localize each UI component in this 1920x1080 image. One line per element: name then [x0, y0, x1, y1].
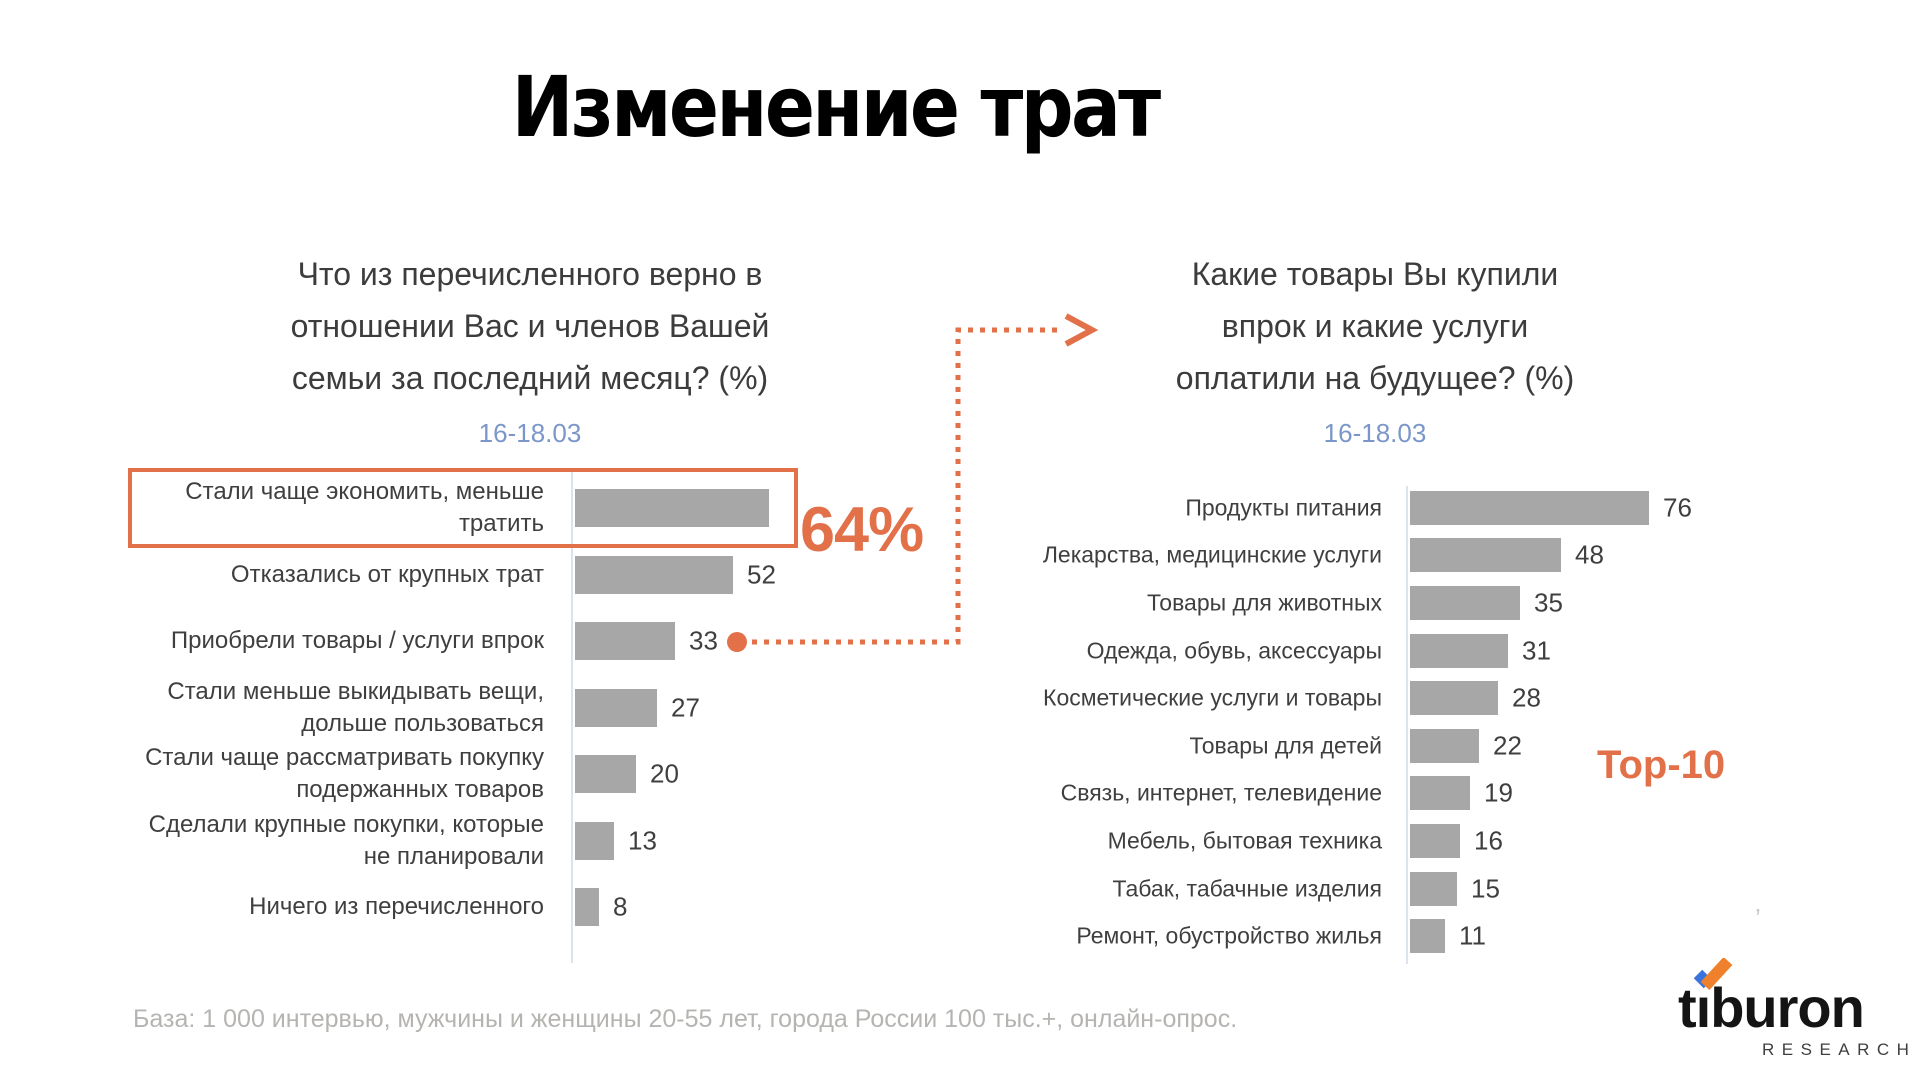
- bar-value: 11: [1459, 920, 1486, 951]
- bar-value: 13: [628, 825, 657, 856]
- bar-row: Товары для животных 35: [860, 579, 1720, 627]
- right-chart-date: 16-18.03: [1323, 418, 1427, 448]
- bar-label: Ничего из перечисленного: [249, 893, 544, 921]
- bar-value: 33: [689, 625, 718, 656]
- bar: [575, 489, 769, 528]
- top10-label: Top-10: [1597, 743, 1726, 787]
- bar-label: Сделали крупные покупки, которые не план…: [148, 810, 544, 870]
- bar-row: Лекарства, медицинские услуги 48: [860, 532, 1720, 580]
- highlight-box: [128, 468, 798, 548]
- bar-row: Одежда, обувь, аксессуары 31: [860, 627, 1720, 675]
- left-chart-header: Что из перечисленного верно в отношении …: [250, 248, 810, 449]
- base-footnote: База: 1 000 интервью, мужчины и женщины …: [133, 1005, 1238, 1033]
- bar-label: Товары для животных: [1147, 589, 1382, 616]
- bar-value: 48: [1575, 539, 1604, 570]
- bar-value: 28: [1512, 682, 1541, 713]
- bar-value: 20: [650, 758, 679, 789]
- bar-row: Отказались от крупных трат 52: [130, 542, 870, 609]
- bar: [575, 821, 614, 860]
- bar-row: Табак, табачные изделия 15: [860, 865, 1720, 913]
- bar-value: 15: [1471, 873, 1500, 904]
- bar-label: Табак, табачные изделия: [1112, 875, 1382, 902]
- bar: [1410, 681, 1498, 716]
- bar-value: 22: [1493, 730, 1522, 761]
- bar-label: Связь, интернет, телевидение: [1060, 779, 1382, 806]
- bar: [1410, 490, 1649, 525]
- bar-row: Стали чаще экономить, меньше тратить: [130, 475, 870, 542]
- bar-label: Мебель, бытовая техника: [1107, 827, 1382, 854]
- bar-value: 35: [1534, 587, 1563, 618]
- bar: [1410, 919, 1445, 954]
- left-chart-date: 16-18.03: [478, 418, 582, 448]
- bar-label: Продукты питания: [1185, 494, 1382, 521]
- bar: [1410, 728, 1479, 763]
- bar-label: Одежда, обувь, аксессуары: [1086, 637, 1382, 664]
- bar-row: Стали чаще рассматривать покупку подержа…: [130, 741, 870, 808]
- bar-row: Косметические услуги и товары 28: [860, 674, 1720, 722]
- bar: [575, 755, 636, 794]
- page-title: Изменение трат: [511, 58, 1161, 156]
- logo-tiburon-research: tı buron RESEARCH: [1678, 958, 1909, 1059]
- bar-row: Товары для детей 22: [860, 722, 1720, 770]
- bar-label: Стали меньше выкидывать вещи, дольше пол…: [167, 677, 544, 737]
- logo-brand-pre: t: [1678, 976, 1697, 1039]
- bar: [1410, 633, 1508, 668]
- bar: [1410, 871, 1457, 906]
- bar: [1410, 585, 1520, 620]
- bar-value: 8: [613, 891, 628, 922]
- logo-subtitle: RESEARCH: [1762, 1040, 1917, 1059]
- bar-value: 16: [1474, 825, 1503, 856]
- bar-label: Стали чаще экономить, меньше тратить: [185, 478, 544, 538]
- bar-value: 52: [747, 559, 776, 590]
- bar-value: 31: [1522, 635, 1551, 666]
- logo-brand-post: buron: [1710, 976, 1865, 1039]
- bar-label: Отказались от крупных трат: [230, 560, 544, 588]
- logo-brand-stem: ı: [1695, 976, 1712, 1039]
- bar-label: Лекарства, медицинские услуги: [1042, 541, 1382, 568]
- bar-value: 19: [1484, 777, 1513, 808]
- bar-row: Стали меньше выкидывать вещи, дольше пол…: [130, 675, 870, 742]
- bar-value: 27: [671, 692, 700, 723]
- bar-row: Связь, интернет, телевидение 19: [860, 770, 1720, 818]
- bar-row: Ремонт, обустройство жилья 11: [860, 912, 1720, 960]
- bar-label: Косметические услуги и товары: [1043, 684, 1382, 711]
- bar-row: Мебель, бытовая техника 16: [860, 817, 1720, 865]
- logo-brand-i: ı: [1693, 958, 1733, 1036]
- bar-label: Ремонт, обустройство жилья: [1076, 922, 1382, 949]
- bar: [575, 888, 599, 927]
- bar: [575, 555, 733, 594]
- stray-mark: ’: [1755, 903, 1761, 933]
- bar: [575, 688, 657, 727]
- right-chart-header: Какие товары Вы купили впрок и какие усл…: [1160, 248, 1590, 449]
- logo-brand-text: tı buron: [1678, 958, 1898, 1036]
- bar-row: Ничего из перечисленного 8: [130, 874, 870, 941]
- bar-row: Приобрели товары / услуги впрок 33: [130, 608, 870, 675]
- bar-label: Товары для детей: [1189, 732, 1382, 759]
- bar-row: Сделали крупные покупки, которые не план…: [130, 808, 870, 875]
- right-chart-axis: [1406, 486, 1408, 964]
- left-chart-title: Что из перечисленного верно в отношении …: [290, 256, 770, 396]
- bar-label: Стали чаще рассматривать покупку подержа…: [145, 744, 544, 804]
- bar: [1410, 776, 1470, 811]
- bar-value: 76: [1663, 492, 1692, 523]
- checkmark-icon: [1693, 958, 1733, 990]
- bar: [1410, 538, 1561, 573]
- bar: [1410, 823, 1460, 858]
- left-chart-axis: [571, 471, 573, 963]
- right-chart-title: Какие товары Вы купили впрок и какие усл…: [1175, 256, 1575, 396]
- bar: [575, 622, 675, 661]
- bar-label: Приобрели товары / услуги впрок: [170, 627, 544, 655]
- bar-row: Продукты питания 76: [860, 484, 1720, 532]
- arrowhead-icon: [1064, 313, 1099, 347]
